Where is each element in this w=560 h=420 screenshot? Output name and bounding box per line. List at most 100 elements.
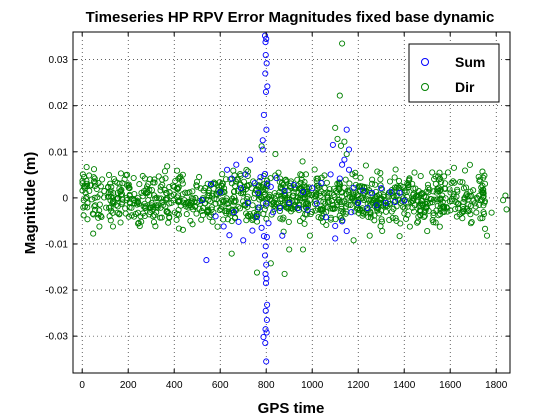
- dir-point: [377, 169, 384, 177]
- dir-point: [218, 203, 225, 210]
- dir-point: [164, 163, 171, 170]
- sum-point: [286, 199, 293, 207]
- dir-point: [475, 173, 482, 180]
- dir-point: [284, 196, 291, 203]
- sum-point: [262, 39, 269, 46]
- sum-point: [304, 206, 311, 213]
- dir-point: [302, 211, 309, 218]
- dir-point: [243, 210, 250, 217]
- y-tick-label: -0.02: [45, 286, 68, 297]
- x-tick-label: 1800: [485, 380, 508, 391]
- dir-point: [188, 198, 195, 205]
- dir-point: [225, 204, 232, 211]
- dir-point: [480, 174, 487, 181]
- dir-point: [116, 210, 123, 217]
- dir-point: [405, 200, 412, 207]
- y-tick-label: 0: [62, 193, 68, 204]
- dir-point: [151, 176, 158, 183]
- dir-point: [166, 200, 173, 207]
- sum-point: [203, 257, 210, 264]
- dir-point: [386, 200, 393, 208]
- dir-point: [146, 186, 153, 193]
- dir-point: [330, 206, 337, 213]
- dir-point: [130, 174, 137, 182]
- dir-point: [382, 208, 390, 215]
- dir-point: [157, 214, 164, 221]
- dir-point: [175, 206, 182, 214]
- dir-point: [174, 167, 181, 174]
- dir-point: [328, 197, 335, 205]
- dir-point: [388, 189, 396, 197]
- dir-point: [321, 172, 328, 179]
- sum-point: [262, 326, 269, 333]
- dir-point: [258, 195, 265, 202]
- dir-point: [179, 180, 186, 187]
- dir-point: [80, 183, 87, 190]
- dir-point: [479, 182, 486, 189]
- dir-point: [281, 191, 288, 198]
- dir-point: [319, 218, 326, 225]
- sum-point: [263, 261, 270, 268]
- dir-point: [476, 176, 484, 183]
- sum-point: [233, 161, 240, 168]
- dir-point: [82, 189, 89, 196]
- dir-point: [93, 185, 100, 193]
- sum-point: [259, 137, 266, 144]
- dir-point: [258, 143, 265, 150]
- dir-point: [338, 205, 345, 212]
- dir-point: [84, 216, 91, 223]
- dir-point: [378, 195, 385, 202]
- dir-point: [140, 203, 147, 210]
- dir-point: [331, 205, 338, 212]
- dir-point: [219, 171, 226, 178]
- dir-point: [443, 204, 450, 211]
- dir-point: [80, 204, 87, 211]
- dir-point: [378, 218, 385, 225]
- dir-point: [119, 196, 126, 203]
- dir-point: [228, 180, 235, 187]
- dir-point: [374, 168, 381, 175]
- sum-point: [387, 188, 394, 195]
- dir-point: [376, 200, 383, 208]
- sum-point: [350, 184, 357, 191]
- dir-point: [217, 205, 225, 213]
- dir-point: [297, 195, 304, 202]
- plot-border: [72, 31, 511, 374]
- dir-point: [227, 176, 234, 183]
- sum-point: [309, 185, 316, 192]
- dir-point: [337, 142, 345, 149]
- dir-point: [261, 206, 268, 213]
- dir-point: [149, 213, 157, 220]
- dir-point: [113, 195, 120, 202]
- sum-point: [276, 204, 284, 212]
- sum-point: [264, 180, 271, 187]
- sum-point: [261, 32, 269, 39]
- dir-point: [179, 226, 186, 233]
- dir-point: [231, 215, 239, 222]
- dir-point: [482, 225, 489, 232]
- chart-title: Timeseries HP RPV Error Magnitudes fixed…: [86, 9, 495, 26]
- dir-point: [503, 206, 510, 213]
- dir-point: [193, 178, 201, 185]
- dir-point: [95, 180, 102, 187]
- dir-point: [294, 176, 301, 183]
- dir-point: [104, 183, 112, 190]
- dir-point: [206, 213, 213, 220]
- dir-point: [311, 166, 318, 173]
- dir-point: [389, 214, 396, 221]
- legend-sum-marker-icon: [421, 58, 429, 66]
- dir-point: [450, 178, 457, 185]
- dir-point: [125, 213, 132, 220]
- sum-point: [355, 199, 362, 207]
- x-axis-label: GPS time: [258, 400, 325, 417]
- sum-point: [262, 51, 269, 59]
- dir-point: [96, 207, 103, 214]
- dir-point: [183, 211, 190, 218]
- dir-point: [159, 181, 166, 188]
- dir-point: [121, 176, 128, 183]
- dir-point: [459, 179, 466, 186]
- dir-point: [157, 187, 164, 194]
- dir-point: [502, 192, 509, 199]
- dir-point: [165, 219, 172, 226]
